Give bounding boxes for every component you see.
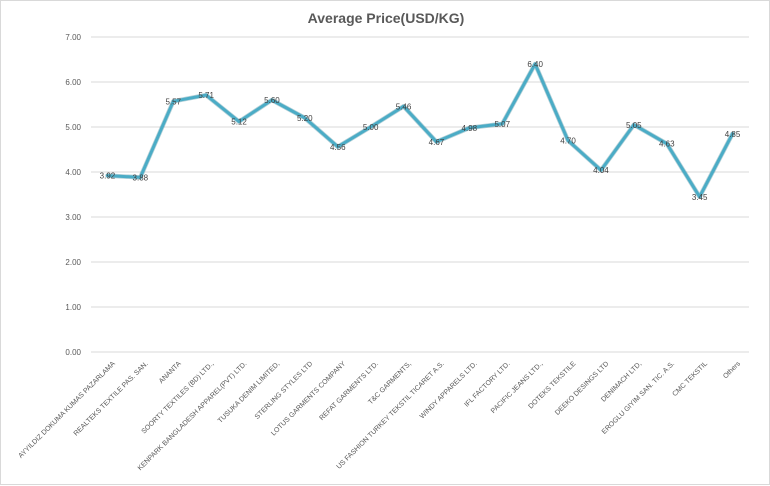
y-tick-label: 0.00 — [65, 348, 81, 357]
data-label: 4.67 — [429, 138, 445, 147]
data-label: 5.71 — [198, 91, 214, 100]
data-point — [665, 142, 669, 146]
series-layer — [105, 61, 735, 200]
data-label: 5.57 — [165, 97, 181, 106]
data-point — [467, 126, 471, 130]
x-tick-label: CMC TEKSTIL — [671, 360, 709, 398]
y-tick-label: 5.00 — [65, 123, 81, 132]
data-label: 5.46 — [396, 102, 412, 111]
series-line-shadow — [105, 61, 735, 200]
y-tick-label: 2.00 — [65, 258, 81, 267]
x-tick-label: REFAT GARMENTS LTD. — [318, 360, 380, 422]
data-point — [138, 175, 142, 179]
x-axis-ticks: AYYILDIZ DOKUMA KUMAS PAZARLAMAREALTEKS … — [17, 360, 742, 472]
data-label: 4.04 — [593, 166, 609, 175]
x-tick-label: REALTEKS TEXTILE PAS. SAN. — [73, 360, 150, 437]
data-point — [434, 140, 438, 144]
y-tick-label: 3.00 — [65, 213, 81, 222]
x-tick-label: WINDY APPARELS LTD. — [419, 360, 479, 420]
data-label: 6.40 — [527, 60, 543, 69]
data-label: 5.20 — [297, 114, 313, 123]
data-label: 5.12 — [231, 118, 247, 127]
data-labels: 3.92 3.88 5.57 5.71 5.12 5.60 5.20 4.56 5.00 5.46… — [100, 60, 741, 202]
data-point — [171, 99, 175, 103]
y-tick-label: 7.00 — [65, 33, 81, 42]
series-line — [106, 62, 734, 199]
data-point — [105, 174, 109, 178]
gridlines — [91, 36, 749, 353]
x-tick-label: ANANTA — [158, 360, 183, 385]
data-point — [204, 93, 208, 97]
x-tick-label: SOORTY TEXTILES (BD) LTD., — [141, 360, 216, 435]
data-label: 5.00 — [363, 123, 379, 132]
x-tick-label: EROGLU GIYIM SAN. TIC. A.S. — [601, 360, 676, 435]
data-label: 3.45 — [692, 193, 708, 202]
data-point — [500, 122, 504, 126]
x-tick-label: DEEKO DESINGS LTD — [554, 360, 610, 416]
data-point — [566, 139, 570, 142]
x-tick-label: Others — [722, 360, 742, 380]
data-label: 4.56 — [330, 143, 346, 152]
y-tick-label: 4.00 — [65, 168, 81, 177]
data-point — [632, 123, 636, 127]
data-point — [336, 145, 340, 149]
y-tick-label: 1.00 — [65, 303, 81, 312]
data-point — [303, 116, 307, 120]
y-axis-ticks: 0.00 1.00 2.00 3.00 4.00 5.00 6.00 7.00 — [65, 33, 81, 357]
x-tick-label: TUSUKA DENIM LIMITED, — [217, 360, 281, 424]
data-point — [270, 98, 274, 102]
chart-title: Average Price(USD/KG) — [308, 10, 465, 26]
data-point — [533, 62, 537, 66]
data-label: 3.92 — [100, 172, 116, 181]
y-tick-label: 6.00 — [65, 78, 81, 87]
data-label: 5.60 — [264, 96, 280, 105]
data-label: 5.05 — [626, 121, 642, 130]
data-point — [402, 104, 406, 108]
data-label: 4.98 — [462, 124, 478, 133]
data-point — [237, 120, 241, 124]
data-label: 5.07 — [494, 120, 510, 129]
data-point — [698, 195, 702, 199]
data-point — [599, 168, 603, 172]
data-point — [369, 125, 373, 129]
x-tick-label: STERLING STYLES LTD — [254, 360, 314, 420]
data-label: 4.85 — [725, 130, 741, 139]
data-label: 4.63 — [659, 140, 675, 149]
data-point — [731, 132, 735, 136]
data-label: 3.88 — [133, 173, 149, 182]
data-label: 4.70 — [560, 137, 576, 146]
